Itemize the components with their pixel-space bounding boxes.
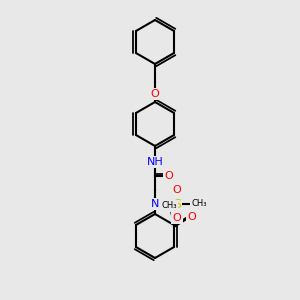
Text: N: N — [151, 199, 159, 209]
Text: O: O — [151, 89, 159, 99]
Text: O: O — [165, 171, 173, 181]
Text: O: O — [188, 212, 197, 222]
Text: CH₃: CH₃ — [191, 200, 207, 208]
Text: NH: NH — [147, 157, 164, 167]
Text: O: O — [172, 213, 182, 223]
Text: O: O — [172, 185, 182, 195]
Text: CH₃: CH₃ — [161, 202, 177, 211]
Text: S: S — [173, 197, 181, 211]
